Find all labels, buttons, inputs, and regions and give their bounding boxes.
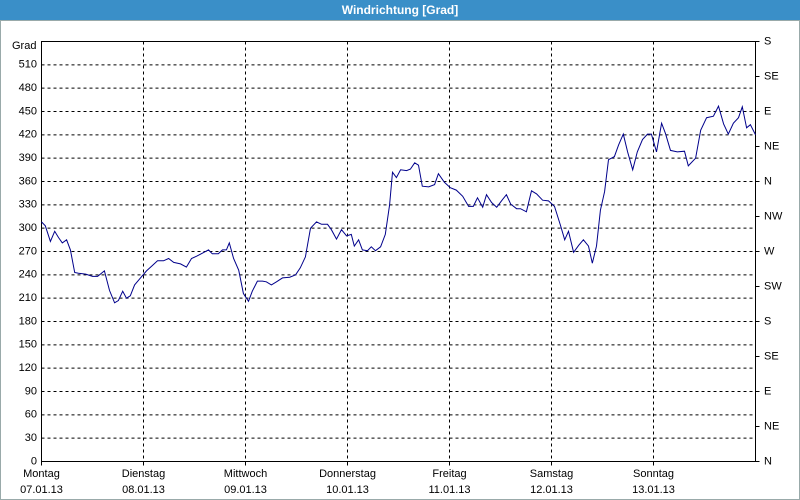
y2-tick-label: N [764,175,772,187]
x-tick-date: 13.01.13 [632,484,675,496]
x-tick-label: Samstag [530,468,573,480]
y2-tick-label: SW [764,280,782,292]
x-tick-label: Dienstag [122,468,165,480]
y2-tick-label: N [764,455,772,467]
y-tick-label: 210 [19,292,37,304]
y-tick-label: 90 [25,385,37,397]
y-axis-label: Grad [12,40,36,52]
y-tick-label: 420 [19,129,37,141]
y-tick-label: 390 [19,152,37,164]
y2-tick-label: W [764,245,775,257]
y-tick-label: 510 [19,59,37,71]
y2-tick-label: S [764,35,771,47]
x-tick-date: 12.01.13 [530,484,573,496]
x-tick-date: 09.01.13 [224,484,267,496]
y2-tick-label: SE [764,70,779,82]
y-tick-label: 270 [19,245,37,257]
y-tick-label: 360 [19,175,37,187]
grid [41,41,756,462]
y2-tick-label: E [764,105,771,117]
x-tick-label: Montag [23,468,60,480]
chart-title: Windrichtung [Grad] [342,3,459,17]
x-tick-label: Sonntag [633,468,674,480]
y-tick-label: 150 [19,339,37,351]
y-tick-label: 180 [19,315,37,327]
title-bar [0,0,800,20]
x-tick-date: 08.01.13 [122,484,165,496]
y-tick-label: 120 [19,362,37,374]
y2-tick-label: NE [764,420,779,432]
y-tick-label: 60 [25,409,37,421]
y-tick-label: 240 [19,269,37,281]
y2-tick-label: SE [764,350,779,362]
y2-tick-label: S [764,315,771,327]
wind-direction-line [41,104,756,304]
x-tick-date: 11.01.13 [428,484,470,496]
y-tick-label: 480 [19,82,37,94]
x-tick-date: 07.01.13 [20,484,63,496]
x-tick-label: Mittwoch [224,468,267,480]
y2-tick-label: NE [764,140,779,152]
window-border [0,20,800,500]
y2-tick-label: NW [764,210,783,222]
y-tick-label: 30 [25,432,37,444]
x-tick-label: Donnerstag [319,468,376,480]
y-tick-label: 0 [31,455,37,467]
x-tick-date: 10.01.13 [326,484,369,496]
y-tick-label: 300 [19,222,37,234]
y-tick-label: 330 [19,199,37,211]
y2-tick-label: E [764,385,771,397]
x-tick-label: Freitag [432,468,466,480]
y-tick-label: 450 [19,105,37,117]
